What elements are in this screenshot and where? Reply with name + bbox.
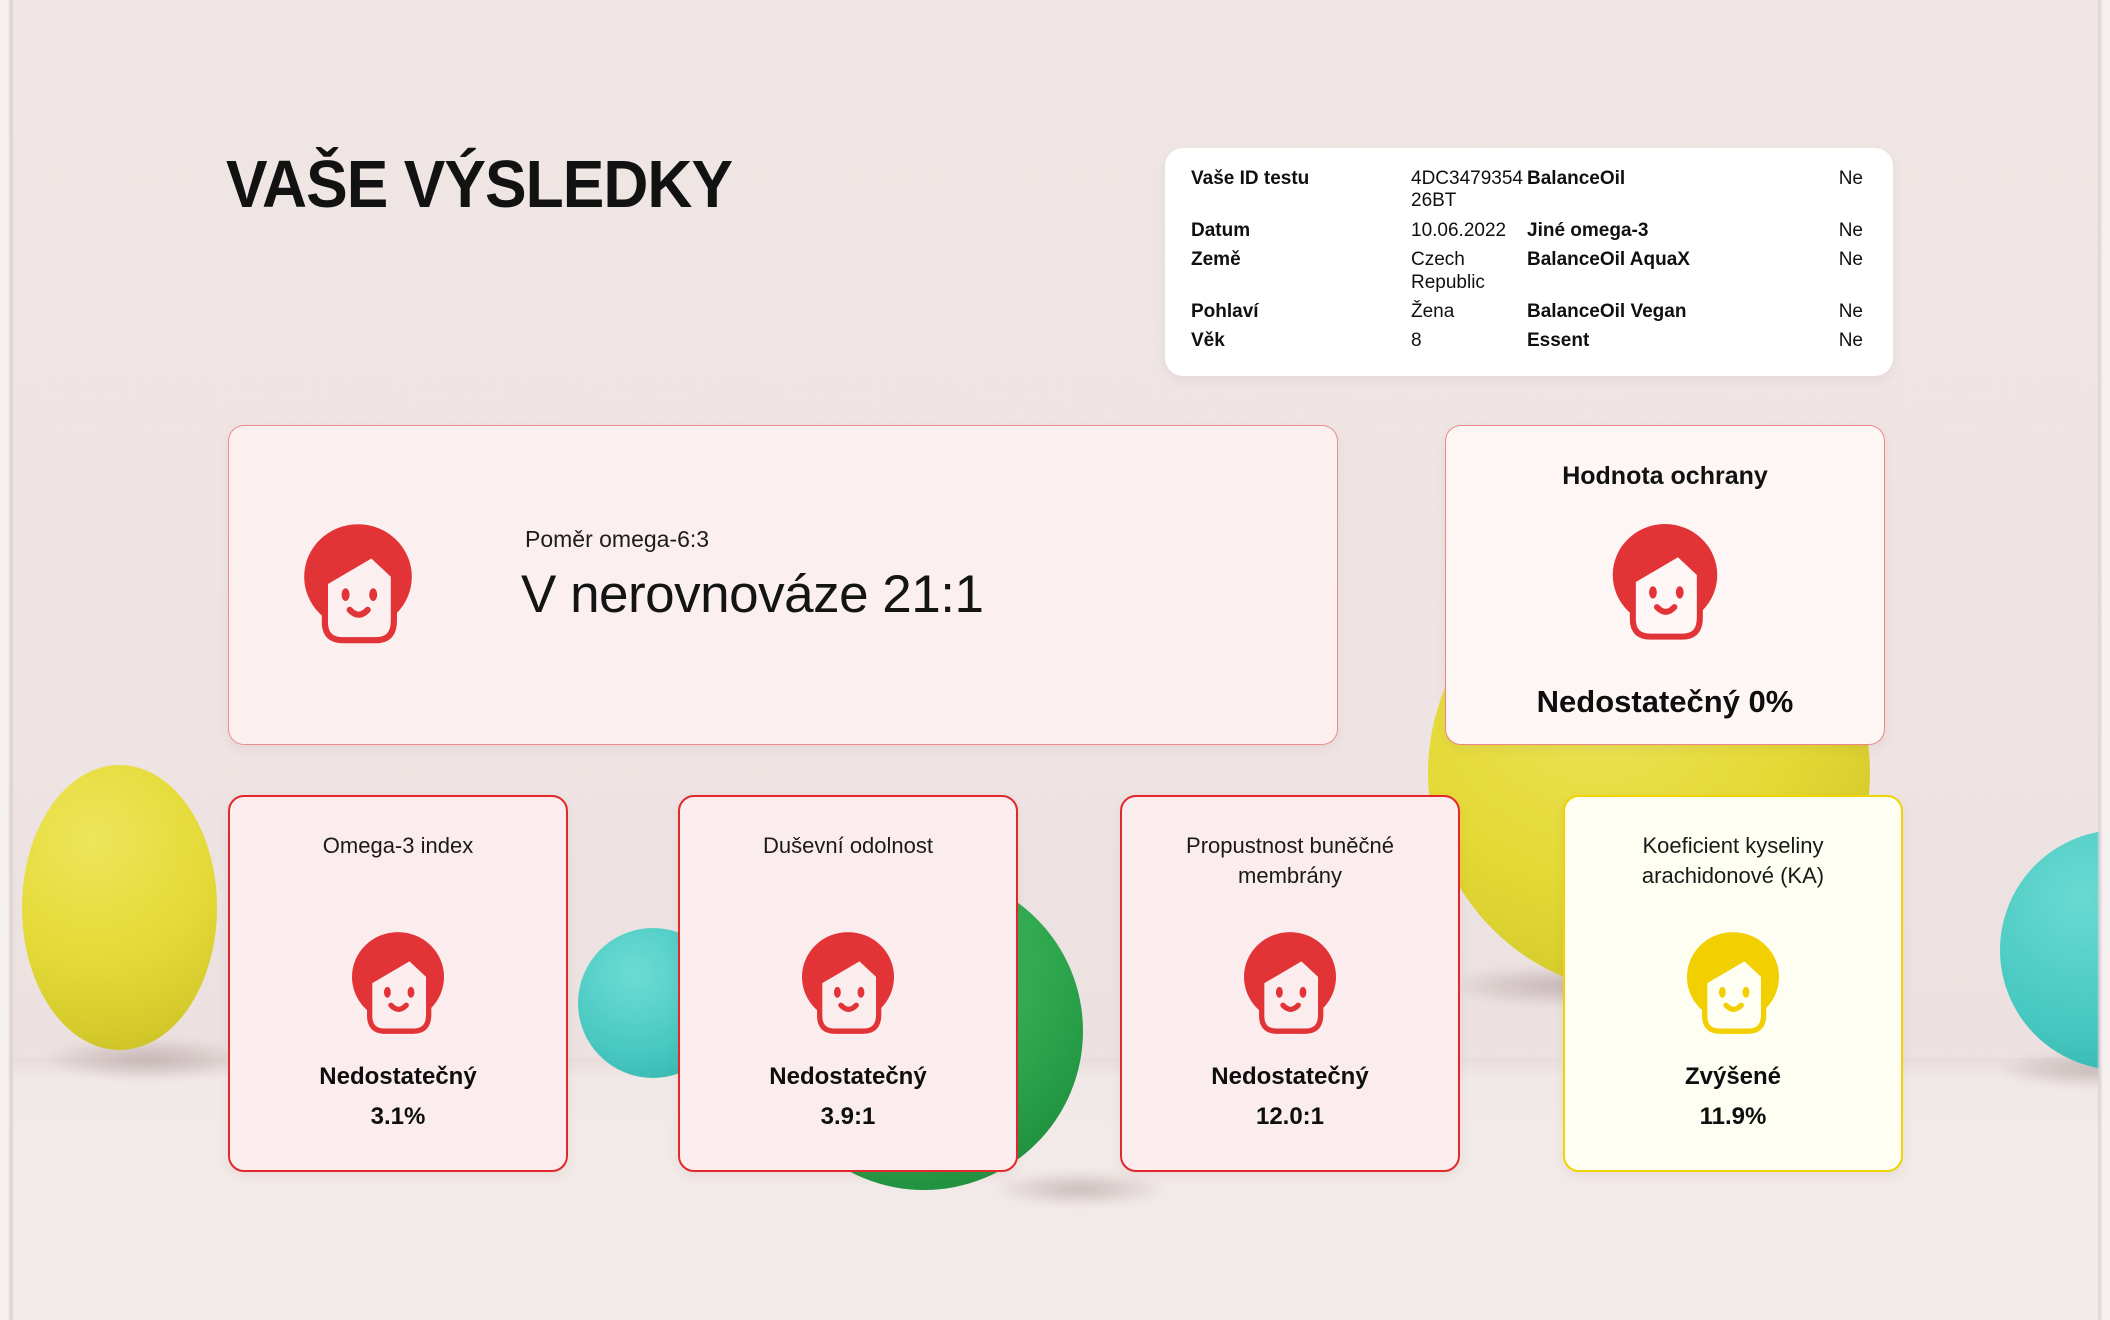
- page-edge-right: [2097, 0, 2110, 1320]
- product-value: Ne: [1838, 301, 1863, 323]
- ratio-card-label: Poměr omega-6:3: [525, 526, 710, 552]
- metric-card-title: Koeficient kyseliny arachidonové (KA): [1641, 833, 1825, 889]
- info-label: Datum: [1191, 219, 1251, 241]
- metric-card-value: 3.1%: [370, 1103, 426, 1130]
- info-value-country: Czech Republic: [1411, 249, 1485, 293]
- metric-card-title: Omega-3 index: [322, 833, 474, 858]
- info-label: Vaše ID testu: [1191, 168, 1310, 189]
- teal-sphere-decoration: [2000, 830, 2110, 1070]
- metric-card-mental-strength: Duševní odolnost Nedostatečný 3.9:1: [678, 795, 1018, 1172]
- sphere-shadow: [45, 1038, 250, 1080]
- info-value-test-id: 4DC347935426BT: [1411, 168, 1523, 212]
- info-value-age: 8: [1411, 330, 1422, 352]
- product-label: Essent: [1527, 330, 1590, 352]
- product-label: BalanceOil Vegan: [1527, 301, 1687, 323]
- metric-card-status: Nedostatečný: [769, 1063, 927, 1090]
- boy-face-icon: [801, 932, 895, 1034]
- product-value: Ne: [1838, 249, 1863, 271]
- info-label: Země: [1191, 249, 1241, 271]
- metric-card-omega3-index: Omega-3 index Nedostatečný 3.1%: [228, 795, 568, 1172]
- metric-card-status: Nedostatečný: [1211, 1063, 1369, 1090]
- info-value-gender: Žena: [1411, 301, 1455, 323]
- product-value: Ne: [1838, 219, 1863, 241]
- protection-value-card: Hodnota ochrany Nedostatečný 0%: [1445, 425, 1885, 745]
- metric-card-membrane-permeability: Propustnost buněčné membrány Nedostatečn…: [1120, 795, 1460, 1172]
- info-value-date: 10.06.2022: [1411, 219, 1507, 241]
- boy-face-icon: [1612, 524, 1718, 640]
- protection-card-value: Nedostatečný 0%: [1536, 684, 1794, 719]
- boy-face-icon: [1686, 932, 1780, 1034]
- product-label: BalanceOil: [1527, 168, 1626, 189]
- boy-face-icon: [304, 524, 412, 644]
- page-edge-left: [0, 0, 14, 1320]
- info-label: Pohlaví: [1191, 301, 1259, 323]
- boy-face-icon: [1243, 932, 1337, 1034]
- ratio-card-value: V nerovnováze 21:1: [521, 565, 984, 624]
- product-label: Jiné omega-3: [1527, 219, 1649, 241]
- metric-card-value: 11.9%: [1699, 1103, 1767, 1130]
- info-label: Věk: [1191, 330, 1225, 352]
- yellow-sphere-decoration: [22, 765, 217, 1050]
- product-label: BalanceOil AquaX: [1527, 249, 1690, 271]
- protection-card-title: Hodnota ochrany: [1562, 462, 1768, 490]
- product-value: Ne: [1838, 168, 1863, 189]
- metric-card-arachidonic-acid: Koeficient kyseliny arachidonové (KA) Zv…: [1563, 795, 1903, 1172]
- sphere-shadow: [995, 1172, 1165, 1206]
- metric-card-title: Duševní odolnost: [763, 833, 933, 858]
- product-value: Ne: [1838, 330, 1863, 352]
- metric-card-value: 12.0:1: [1255, 1103, 1325, 1130]
- metric-card-status: Nedostatečný: [319, 1063, 477, 1090]
- boy-face-icon: [351, 932, 445, 1034]
- metric-card-status: Zvýšené: [1684, 1063, 1782, 1090]
- metric-card-value: 3.9:1: [820, 1103, 876, 1130]
- page-title: VAŠE VÝSLEDKY: [226, 147, 733, 222]
- test-info-panel: Vaše ID testu 4DC347935426BT BalanceOil …: [1165, 148, 1893, 376]
- metric-card-title: Propustnost buněčné membrány: [1186, 833, 1394, 889]
- omega-ratio-card: Poměr omega-6:3 V nerovnováze 21:1: [228, 425, 1338, 745]
